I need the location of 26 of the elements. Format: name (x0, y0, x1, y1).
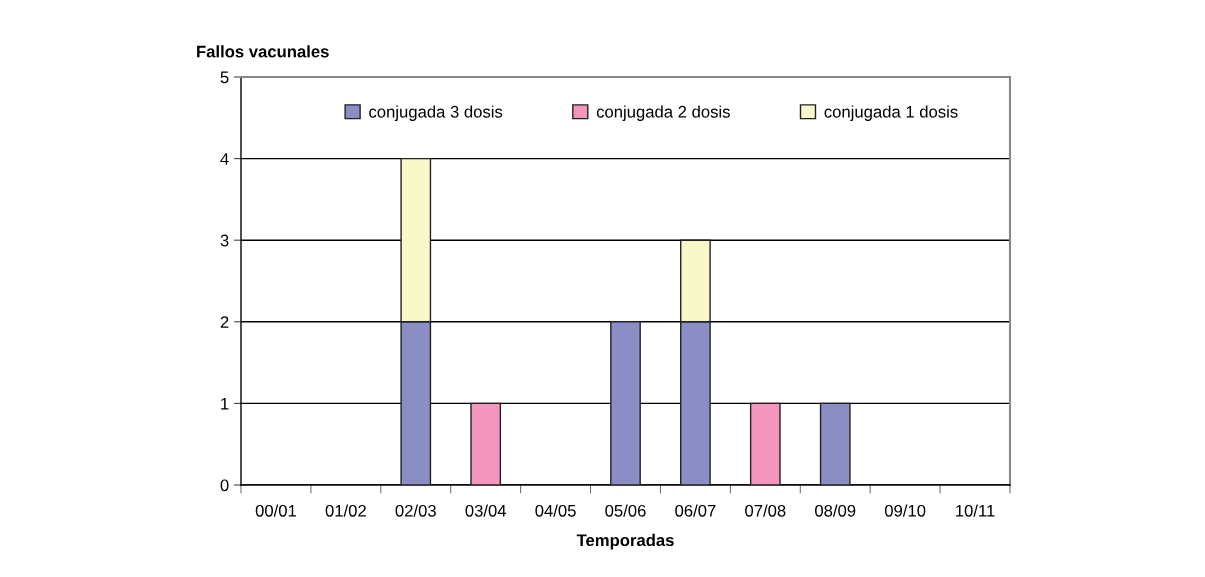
x-tick-label: 08/09 (815, 504, 856, 517)
x-tick-label: 09/10 (884, 504, 926, 517)
y-tick-label: 1 (221, 397, 229, 410)
x-tick-label: 04/05 (535, 504, 576, 517)
y-tick-label: 4 (220, 153, 229, 165)
x-tick-label: 01/02 (325, 504, 366, 517)
x-tick-label: 02/03 (395, 504, 436, 517)
bar (610, 321, 641, 485)
legend-label: conjugada 2 dosis (596, 105, 730, 121)
bar (819, 402, 851, 485)
y-axis-title: Fallos vacunales (197, 45, 329, 58)
x-tick-label: 07/08 (745, 504, 786, 517)
x-tick-label: 03/04 (465, 504, 507, 517)
x-tick-label: 10/11 (956, 504, 995, 517)
x-tick-label: 05/06 (605, 504, 646, 517)
legend-label: conjugada 1 dosis (824, 105, 958, 121)
x-tick-label: 00/01 (255, 504, 296, 517)
bar (749, 402, 781, 485)
bar (470, 402, 502, 485)
y-tick-label: 3 (220, 234, 229, 247)
x-axis-title: Temporadas (576, 533, 674, 550)
legend-label: conjugada 3 dosis (369, 105, 503, 121)
y-tick-label: 5 (220, 71, 229, 84)
y-tick-label: 0 (220, 479, 229, 492)
y-tick-label: 2 (220, 316, 229, 328)
x-tick-label: 06/07 (675, 504, 716, 517)
